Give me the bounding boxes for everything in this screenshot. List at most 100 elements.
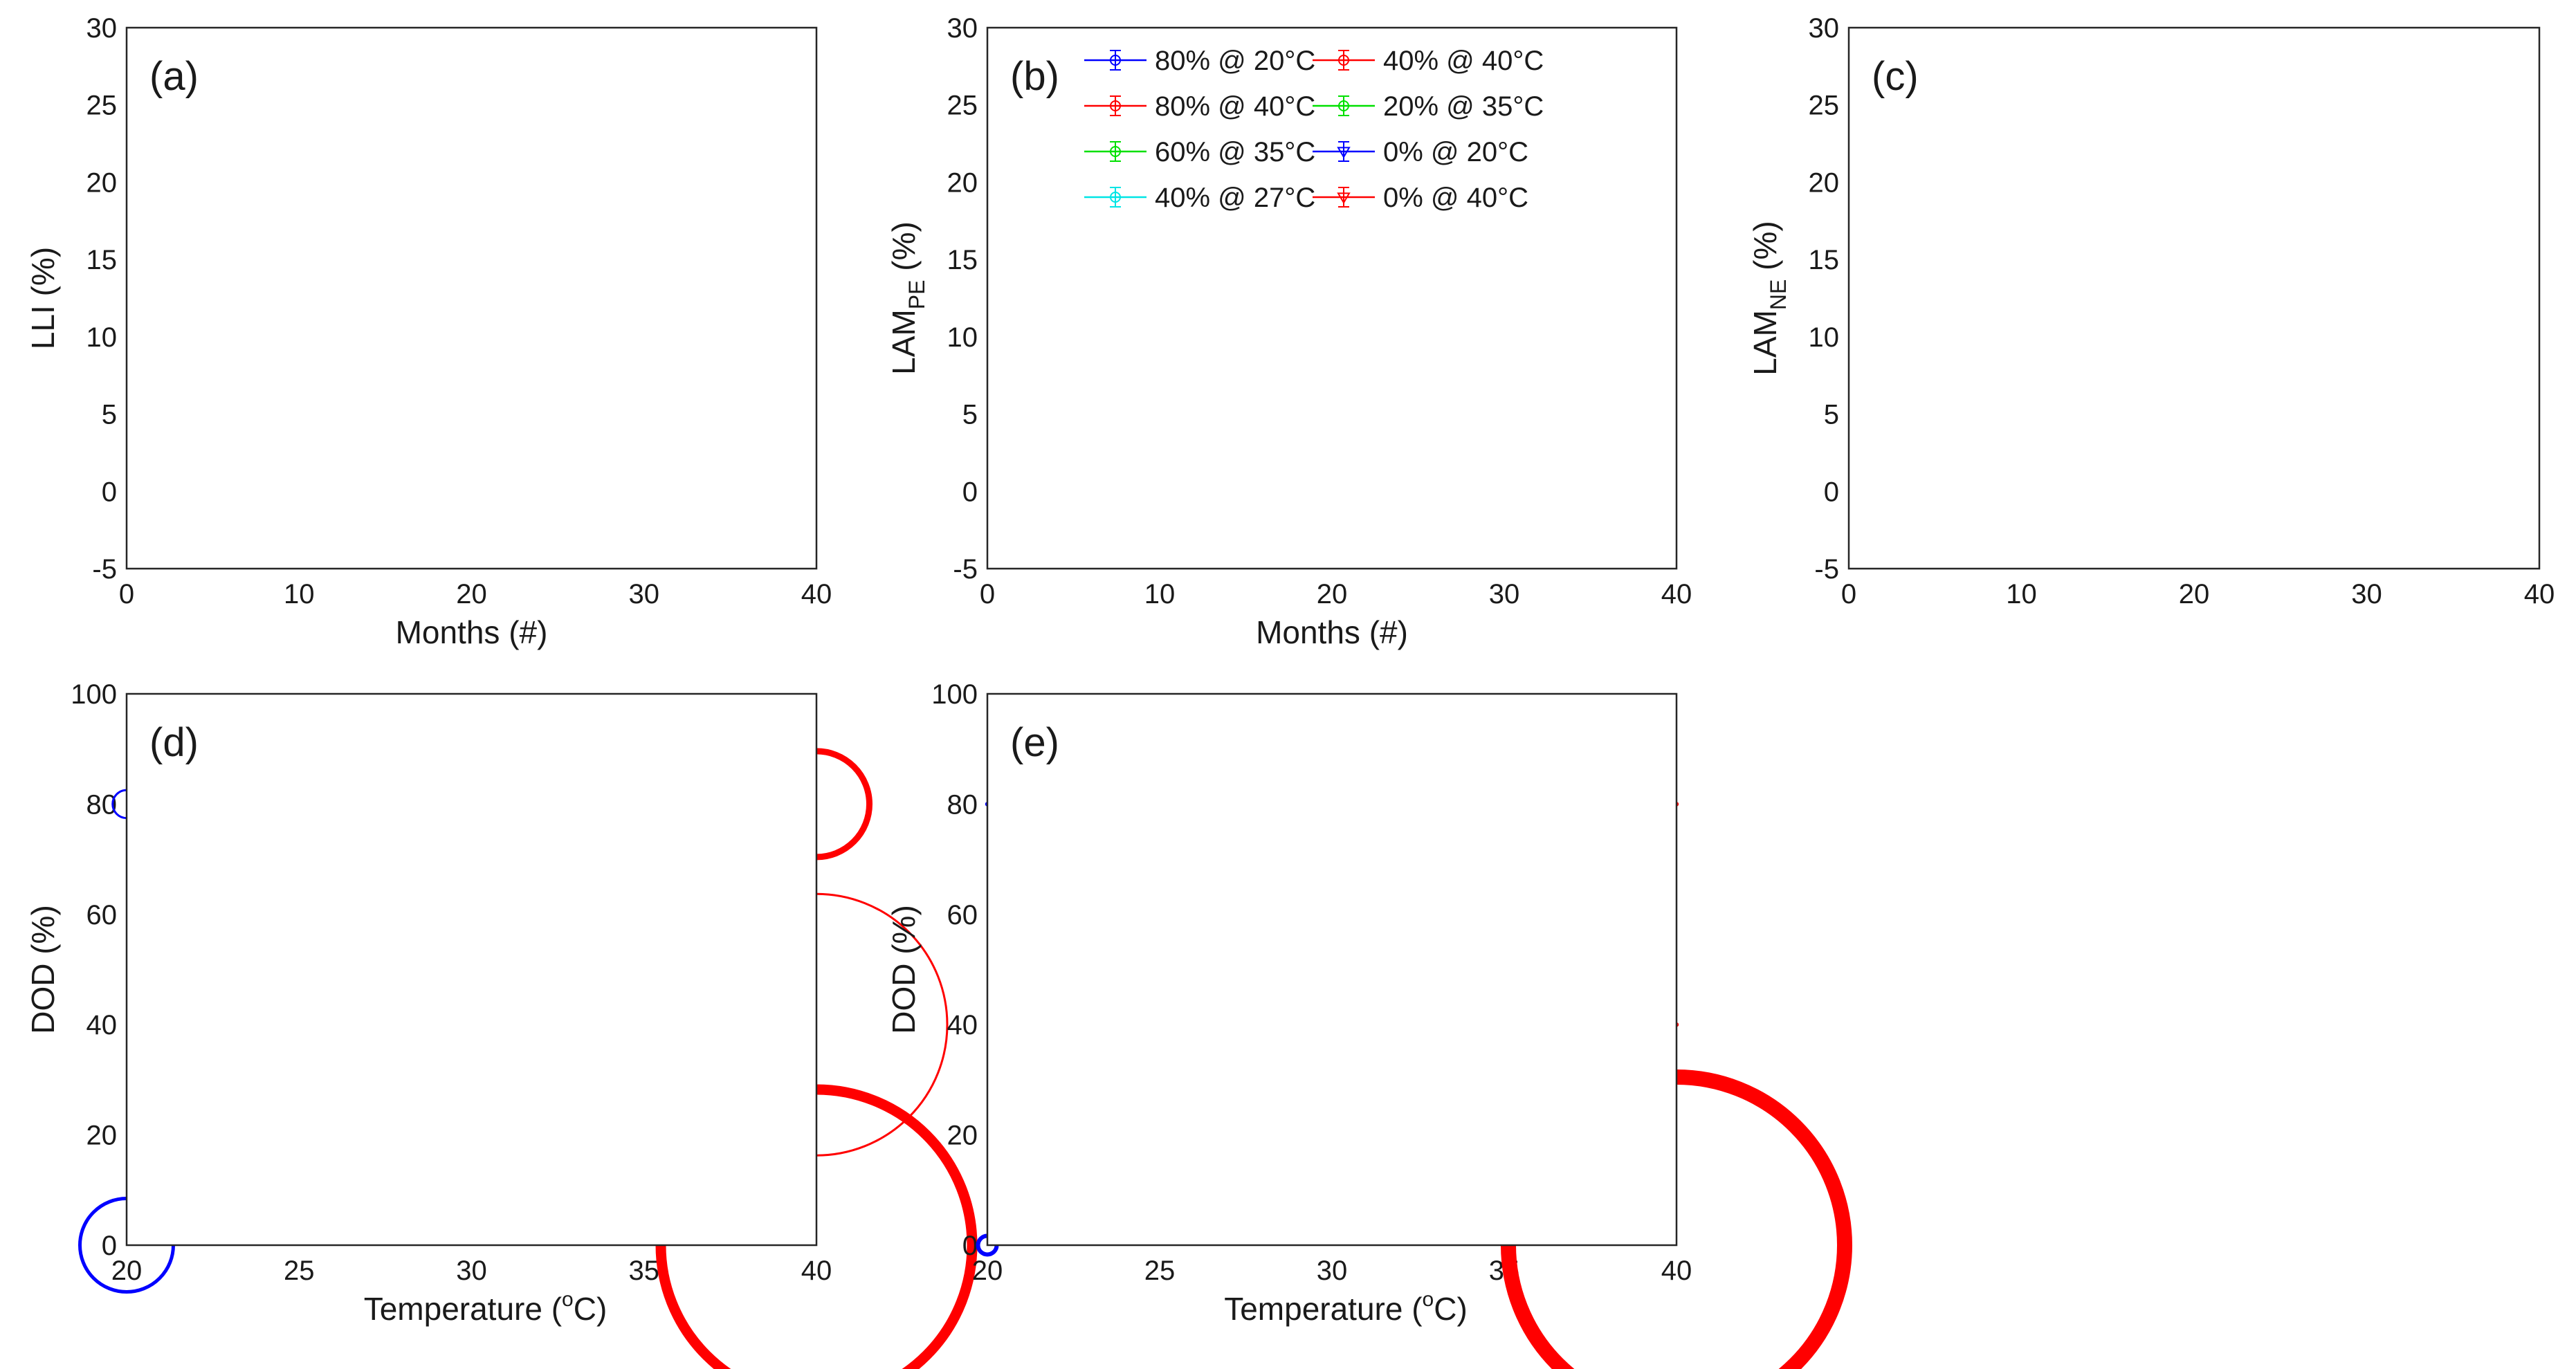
x-tick-label: 30	[2351, 579, 2382, 609]
x-axis-label-tail: C)	[574, 1291, 608, 1327]
x-tick-label: 40	[801, 1256, 832, 1286]
legend-item: 0% @ 20°C	[1313, 137, 1528, 167]
x-axis-label: Months (#)	[1256, 614, 1408, 650]
panel-label: (e)	[1010, 720, 1059, 765]
legend-marker	[1110, 55, 1121, 66]
y-axis-label: LAMPE (%)	[886, 221, 929, 375]
x-tick-label: 20	[456, 579, 487, 609]
y-tick-label: 5	[962, 400, 978, 430]
y-tick-label: -5	[953, 554, 978, 585]
y-tick-label: 15	[86, 245, 118, 275]
y-tick-label: 100	[931, 679, 978, 710]
legend-label: 40% @ 40°C	[1383, 46, 1544, 76]
legend-marker	[1110, 100, 1121, 111]
y-tick-label: 20	[1809, 167, 1840, 198]
panel-label: (d)	[149, 720, 199, 765]
y-tick-label: 20	[947, 1121, 978, 1151]
legend-marker	[1338, 55, 1349, 66]
y-tick-label: -5	[1814, 554, 1839, 585]
y-tick-label: 15	[1809, 245, 1840, 275]
legend-marker	[1337, 147, 1351, 158]
y-axis-label: LAMNE (%)	[1747, 221, 1791, 375]
y-tick-label: 5	[1824, 400, 1839, 430]
y-axis-label-sub: NE	[1766, 279, 1791, 310]
legend-box	[1076, 38, 1505, 228]
axes-frame	[125, 692, 818, 1247]
legend-label: 0% @ 20°C	[1383, 137, 1528, 167]
x-axis-label: Months (#)	[396, 614, 548, 650]
legend-label: 20% @ 35°C	[1383, 91, 1544, 122]
x-tick-label: 40	[801, 579, 832, 609]
x-tick-label: 0	[1841, 579, 1856, 609]
x-axis-label-main: Temperature (	[1224, 1291, 1423, 1327]
y-axis-label-tail: (%)	[1747, 221, 1783, 279]
y-tick-label: 20	[86, 167, 118, 198]
axes-frame	[125, 26, 818, 570]
x-axis-label-sup: o	[1423, 1288, 1434, 1311]
panel-label: (a)	[149, 54, 199, 99]
x-axis-label-main: Temperature (	[364, 1291, 563, 1327]
y-tick-label: 5	[102, 400, 117, 430]
x-tick-label: 20	[972, 1256, 1003, 1286]
axes-frame	[1847, 26, 2541, 570]
legend-marker	[1337, 192, 1351, 204]
y-tick-label: 10	[86, 322, 118, 353]
x-tick-label: 40	[1661, 579, 1692, 609]
x-axis-label: Temperature (oC)	[1224, 1288, 1468, 1327]
x-tick-label: 20	[111, 1256, 143, 1286]
legend-marker	[1110, 192, 1121, 203]
y-tick-label: 40	[86, 1010, 118, 1040]
y-tick-label: 25	[947, 91, 978, 121]
legend-marker	[1338, 100, 1349, 111]
x-tick-label: 20	[1317, 579, 1348, 609]
y-tick-label: 0	[962, 477, 978, 507]
legend-item: 60% @ 35°C	[1084, 137, 1315, 167]
axes-frame	[986, 692, 1678, 1247]
y-tick-label: 10	[947, 322, 978, 353]
y-axis-label-sub: PE	[904, 280, 929, 310]
y-tick-label: 80	[947, 789, 978, 820]
x-tick-label: 30	[1489, 579, 1520, 609]
x-tick-label: 0	[119, 579, 134, 609]
legend-label: 80% @ 40°C	[1155, 91, 1315, 122]
panel-label: (b)	[1010, 54, 1059, 99]
x-tick-label: 40	[2524, 579, 2555, 609]
y-tick-label: -5	[92, 554, 117, 585]
x-tick-label: 30	[456, 1256, 487, 1286]
x-axis-label: Temperature (oC)	[364, 1288, 608, 1327]
y-tick-label: 20	[947, 167, 978, 198]
y-tick-label: 0	[102, 1231, 117, 1261]
legend-item: 80% @ 40°C	[1084, 91, 1315, 122]
legend-label: 80% @ 20°C	[1155, 46, 1315, 76]
y-axis-label: LLI (%)	[25, 247, 61, 349]
y-tick-label: 40	[947, 1010, 978, 1040]
y-tick-label: 25	[1809, 91, 1840, 121]
legend-item: 40% @ 40°C	[1313, 46, 1544, 76]
x-axis-label-sup: o	[562, 1288, 574, 1311]
x-tick-label: 30	[629, 579, 660, 609]
y-axis-label: DOD (%)	[886, 905, 922, 1034]
x-tick-label: 25	[1144, 1256, 1176, 1286]
y-tick-label: 0	[1824, 477, 1839, 507]
y-tick-label: 15	[947, 245, 978, 275]
y-axis-label-main: LAM	[1747, 310, 1783, 376]
y-axis-label-main: LAM	[886, 309, 922, 375]
legend-marker	[1110, 146, 1121, 157]
y-axis-label-tail: (%)	[886, 221, 922, 279]
legend-item: 0% @ 40°C	[1313, 183, 1528, 213]
panel-label: (c)	[1872, 54, 1919, 99]
x-tick-label: 25	[284, 1256, 315, 1286]
y-tick-label: 0	[102, 477, 117, 507]
legend-label: 40% @ 27°C	[1155, 183, 1315, 213]
x-tick-label: 40	[1661, 1256, 1692, 1286]
x-tick-label: 10	[2006, 579, 2037, 609]
legend-label: 60% @ 35°C	[1155, 137, 1315, 167]
legend-item: 20% @ 35°C	[1313, 91, 1544, 122]
x-axis-label-tail: C)	[1434, 1291, 1468, 1327]
y-tick-label: 0	[962, 1231, 978, 1261]
